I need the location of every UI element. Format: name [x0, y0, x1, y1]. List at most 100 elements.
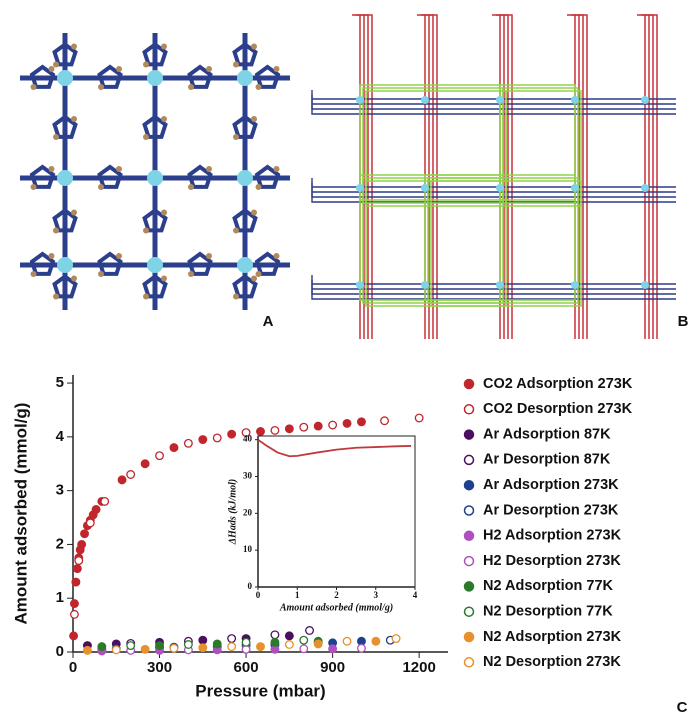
cage — [360, 175, 500, 300]
cage — [503, 88, 578, 203]
atom — [161, 116, 167, 122]
data-point — [372, 637, 380, 645]
legend-marker — [465, 658, 474, 667]
y-tick-label: 10 — [243, 544, 253, 554]
atom — [161, 44, 167, 50]
data-point — [358, 418, 366, 426]
atom — [53, 228, 59, 234]
zinc — [147, 70, 163, 86]
zinc — [496, 96, 504, 104]
data-point — [118, 476, 126, 484]
atom — [274, 253, 280, 259]
atom — [143, 134, 149, 140]
x-axis-label: Amount adsorbed (mmol/g) — [279, 602, 393, 613]
zinc — [496, 184, 504, 192]
atom — [71, 276, 77, 282]
data-point — [257, 428, 265, 436]
legend-marker — [465, 380, 474, 389]
atom — [251, 44, 257, 50]
legend-label: N2 Adsorption 273K — [483, 629, 622, 645]
data-point — [170, 444, 178, 452]
data-point — [228, 643, 236, 651]
y-tick-label: 5 — [56, 374, 64, 391]
data-point — [314, 422, 322, 430]
data-point — [271, 427, 279, 435]
structure-a — [20, 33, 290, 310]
y-tick-label: 30 — [243, 471, 253, 481]
data-point — [286, 632, 294, 640]
legend-marker — [465, 430, 474, 439]
data-point — [343, 637, 351, 645]
legend-label: Ar Desorption 273K — [483, 502, 619, 518]
legend-marker — [465, 455, 474, 464]
atom — [53, 294, 59, 300]
zinc — [57, 70, 73, 86]
panel-label: A — [263, 313, 274, 330]
strut — [492, 15, 500, 339]
data-point — [300, 645, 308, 653]
data-point — [72, 578, 80, 586]
legend-marker — [465, 633, 474, 642]
atom — [31, 184, 37, 190]
x-tick-label: 2 — [334, 590, 339, 600]
x-axis-label: Pressure (mbar) — [195, 681, 325, 700]
y-tick-label: 0 — [56, 643, 64, 660]
atom — [188, 271, 194, 277]
atom — [188, 84, 194, 90]
plot-frame — [258, 436, 415, 587]
atom — [143, 294, 149, 300]
cage — [366, 91, 506, 206]
data-point — [343, 420, 351, 428]
atom — [116, 66, 122, 72]
atom — [143, 62, 149, 68]
zinc — [356, 96, 364, 104]
legend-label: Ar Desorption 87K — [483, 452, 611, 468]
legend-label: H2 Desorption 273K — [483, 553, 621, 569]
data-point — [228, 430, 236, 438]
zinc — [57, 257, 73, 273]
zinc — [237, 257, 253, 273]
legend-marker — [465, 405, 474, 414]
data-point — [329, 645, 337, 653]
legend-label: Ar Adsorption 87K — [483, 426, 611, 442]
zinc — [356, 281, 364, 289]
y-tick-label: 3 — [56, 482, 64, 499]
data-point — [141, 460, 149, 468]
cage — [506, 91, 581, 206]
atom — [274, 166, 280, 172]
data-point — [381, 417, 389, 425]
data-point — [101, 498, 109, 506]
data-point — [271, 639, 279, 647]
x-tick-label: 1200 — [402, 659, 435, 676]
zinc — [421, 96, 429, 104]
legend-marker — [465, 531, 474, 540]
structure-b — [312, 15, 676, 339]
zinc — [641, 96, 649, 104]
strut — [352, 15, 360, 339]
data-point — [71, 600, 79, 608]
data-point — [228, 635, 236, 643]
x-tick-label: 0 — [69, 659, 77, 676]
data-point — [185, 440, 193, 448]
strut — [417, 15, 425, 339]
zinc — [496, 281, 504, 289]
data-point — [156, 642, 164, 650]
cage — [360, 85, 500, 200]
zinc — [641, 184, 649, 192]
y-tick-label: 20 — [243, 507, 253, 517]
data-point — [314, 640, 322, 648]
x-tick-label: 900 — [320, 659, 345, 676]
atom — [233, 228, 239, 234]
data-point — [415, 414, 423, 422]
data-point — [306, 627, 314, 635]
data-point — [199, 636, 207, 644]
zinc — [641, 281, 649, 289]
atom — [71, 44, 77, 50]
legend-label: H2 Adsorption 273K — [483, 528, 622, 544]
atom — [53, 134, 59, 140]
atom — [116, 166, 122, 172]
legend-label: CO2 Adsorption 273K — [483, 376, 633, 392]
atom — [188, 184, 194, 190]
data-point — [141, 646, 149, 654]
data-point — [81, 530, 89, 538]
